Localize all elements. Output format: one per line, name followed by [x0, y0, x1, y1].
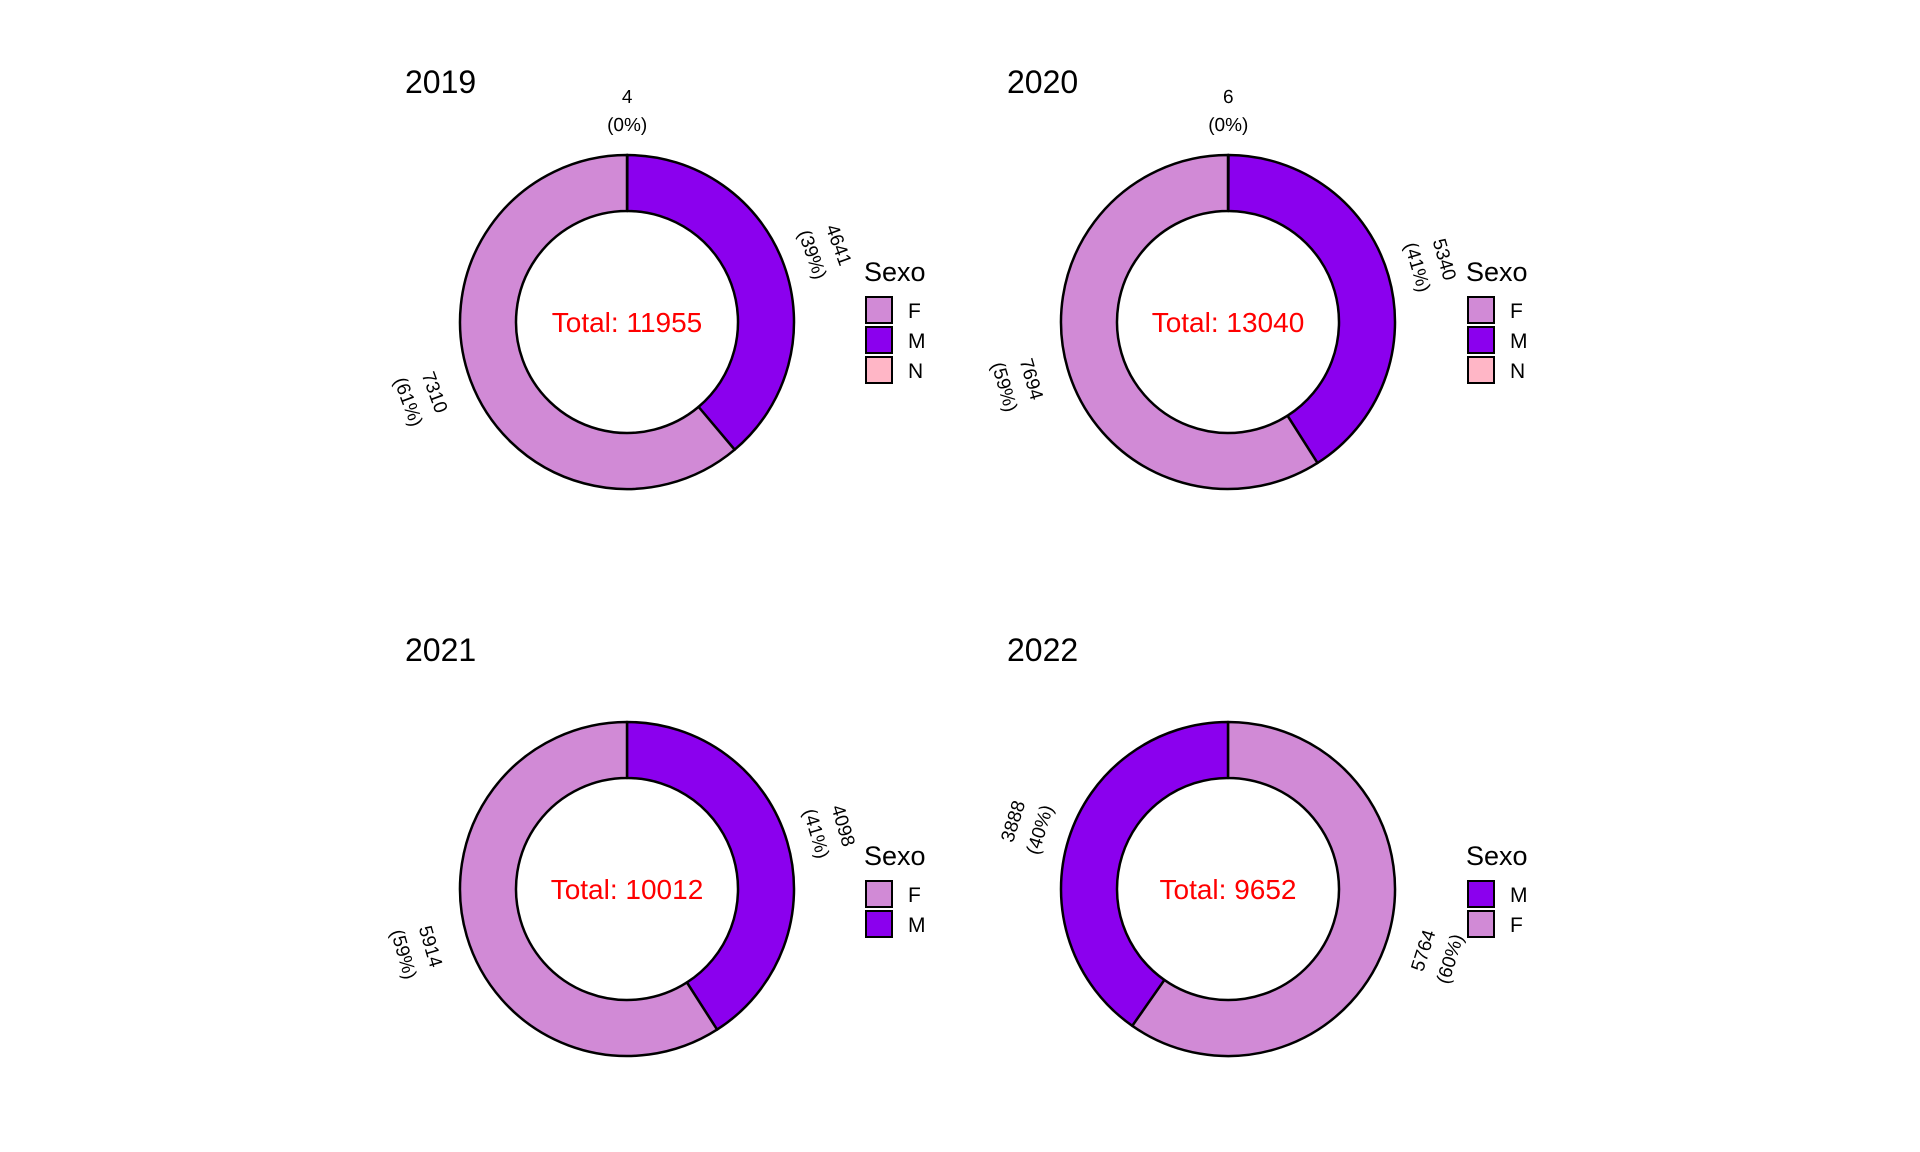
legend-swatch-N	[865, 356, 893, 384]
slice-value-label: 4	[622, 87, 633, 108]
panel-title: 2021	[405, 632, 476, 668]
slice-F	[1131, 720, 1397, 1058]
slice-percent-label: (59%)	[386, 927, 420, 982]
legend-swatch-M	[865, 910, 893, 938]
legend: Sexo MF	[1466, 841, 1528, 938]
slice-value-label: 5764	[1408, 927, 1441, 974]
slice-M	[625, 153, 796, 451]
panel-title: 2022	[1007, 632, 1078, 668]
legend-title: Sexo	[864, 841, 926, 871]
slice-label-F: 7694(59%)	[987, 352, 1048, 414]
panel-title: 2019	[405, 64, 476, 100]
slice-value-label: 5914	[414, 923, 446, 970]
legend-label-M: M	[1510, 884, 1528, 907]
legend-swatch-F	[1467, 296, 1495, 324]
slice-label-F: 5764(60%)	[1406, 923, 1468, 986]
panel-title: 2020	[1007, 64, 1078, 100]
legend-label-M: M	[908, 914, 926, 937]
slice-value-label: 3888	[997, 798, 1030, 845]
legend-swatch-F	[1467, 910, 1495, 938]
legend-swatch-F	[865, 296, 893, 324]
panel-2021: 2021 4098(41%) 5914(59%) Total: 10012 Sexo FM	[386, 632, 926, 1058]
slice-label-M: 4098(41%)	[798, 799, 859, 861]
legend-swatch-M	[1467, 326, 1495, 354]
total-label: Total: 9652	[1160, 874, 1297, 905]
slice-label-N: 4 (0%)	[607, 87, 647, 136]
slice-value-label: 4098	[826, 803, 858, 849]
legend-label-M: M	[908, 330, 926, 353]
slice-M	[1227, 153, 1397, 465]
legend-swatch-F	[865, 880, 893, 908]
legend-title: Sexo	[1466, 841, 1528, 871]
legend-title: Sexo	[864, 257, 926, 287]
panel-2020: 2020 6 (0%) 5340(41%) 7694(59%) Total: 13040 S…	[987, 64, 1528, 491]
slice-value-label: 6	[1223, 87, 1234, 108]
legend-swatch-M	[865, 326, 893, 354]
legend: Sexo FMN	[864, 257, 926, 384]
legend: Sexo FMN	[1466, 257, 1528, 384]
slice-percent-label: (41%)	[1400, 240, 1434, 295]
slice-label-F: 5914(59%)	[386, 919, 447, 981]
panel-2019: 2019 4 (0%) 4641(39%) 7310(61%) Total: 11955 S…	[389, 64, 926, 491]
slice-value-label: 7694	[1015, 356, 1047, 403]
slice-value-label: 5340	[1428, 236, 1460, 282]
total-label: Total: 11955	[552, 307, 703, 338]
panel-2022: 2022 5764(60%) 3888(40%) Total: 9652 Sexo MF	[996, 632, 1528, 1058]
slice-F	[458, 153, 736, 491]
slice-F	[458, 720, 719, 1058]
legend-label-F: F	[1510, 300, 1523, 323]
slice-F	[1059, 153, 1319, 491]
total-label: Total: 10012	[551, 874, 704, 905]
slice-label-M: 5340(41%)	[1400, 232, 1461, 294]
legend-label-F: F	[908, 884, 921, 907]
legend-swatch-M	[1467, 880, 1495, 908]
slice-label-M: 3888(40%)	[996, 794, 1058, 857]
slice-percent-label: (0%)	[1208, 115, 1248, 136]
legend-label-F: F	[908, 300, 921, 323]
slice-M	[625, 720, 796, 1031]
total-label: Total: 13040	[1152, 307, 1305, 338]
slice-M	[1059, 720, 1230, 1028]
legend-label-N: N	[1510, 360, 1525, 383]
slice-label-M: 4641(39%)	[793, 218, 856, 282]
legend-label-N: N	[908, 360, 923, 383]
legend-title: Sexo	[1466, 257, 1528, 287]
slice-percent-label: (0%)	[607, 115, 647, 136]
slice-percent-label: (59%)	[987, 360, 1021, 415]
slice-label-F: 7310(61%)	[389, 365, 452, 429]
legend-label-F: F	[1510, 914, 1523, 937]
legend-label-M: M	[1510, 330, 1528, 353]
slice-label-N: 6 (0%)	[1208, 87, 1248, 136]
legend: Sexo FM	[864, 841, 926, 938]
legend-swatch-N	[1467, 356, 1495, 384]
slice-percent-label: (41%)	[798, 807, 832, 862]
